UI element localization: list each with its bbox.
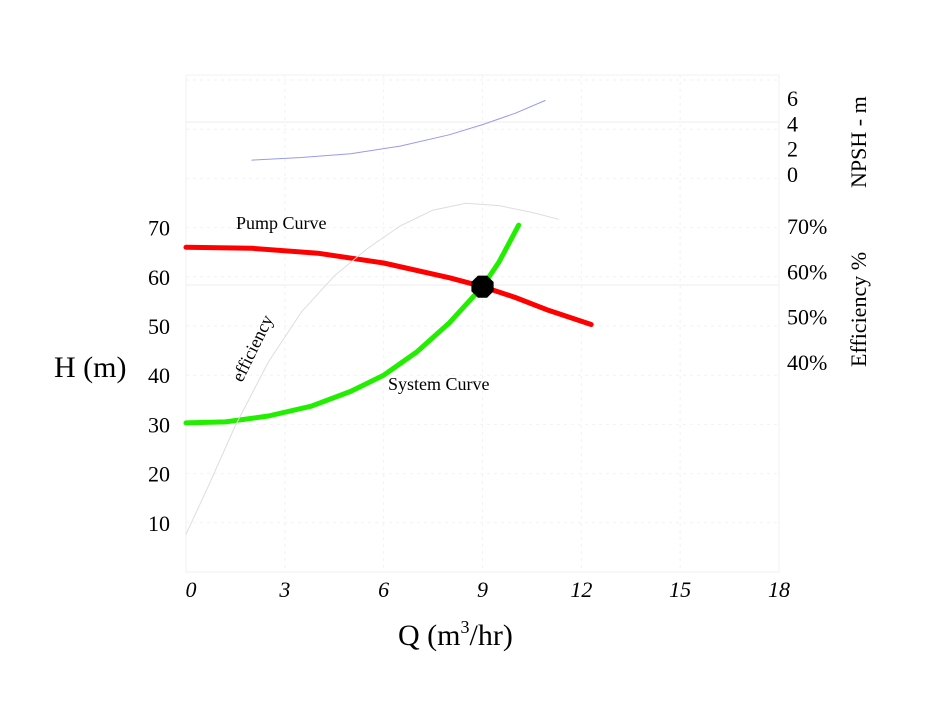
efficiency-curve-line [185, 202, 559, 535]
x-axis-title-tail: /hr) [470, 619, 513, 652]
y-tick-label: 60 [148, 265, 170, 290]
efficiency-curve-label: efficiency [228, 312, 277, 385]
operating-point-marker [471, 275, 494, 298]
npsh-tick-label: 4 [787, 111, 798, 136]
x-axis-title-sup: 3 [461, 617, 470, 637]
npsh-tick-label: 0 [787, 162, 798, 187]
x-tick-label: 9 [477, 577, 488, 602]
efficiency-tick-label: 60% [787, 259, 827, 284]
efficiency-tick-label: 50% [787, 305, 827, 330]
x-tick-label: 15 [669, 577, 691, 602]
x-tick-label: 18 [768, 577, 790, 602]
x-tick-label: 3 [278, 577, 290, 602]
y-tick-label: 70 [148, 216, 170, 241]
efficiency-axis-title: Efficiency % [846, 252, 871, 367]
pump-curve-line [183, 244, 594, 327]
y-axis-title: H (m) [54, 351, 126, 384]
efficiency-tick-label: 40% [787, 350, 827, 375]
npsh-tick-label: 6 [787, 86, 798, 111]
npsh-axis-title: NPSH - m [846, 96, 871, 188]
pump-curve-label: Pump Curve [236, 213, 327, 233]
x-tick-label: 0 [186, 577, 197, 602]
y-tick-label: 50 [148, 314, 170, 339]
y-tick-label: 40 [148, 363, 170, 388]
x-axis-title-main: Q (m [398, 619, 461, 652]
system-curve-label: System Curve [388, 374, 490, 394]
y-tick-label: 10 [148, 511, 170, 536]
efficiency-tick-label: 70% [787, 214, 827, 239]
y-tick-label: 30 [148, 412, 170, 437]
series-layer [183, 100, 594, 535]
y-tick-label: 20 [148, 462, 170, 487]
x-tick-label: 12 [570, 577, 592, 602]
npsh-curve-line [251, 100, 546, 161]
x-axis-title: Q (m3/hr) [398, 617, 513, 652]
x-tick-label: 6 [378, 577, 389, 602]
npsh-tick-label: 2 [787, 137, 798, 162]
